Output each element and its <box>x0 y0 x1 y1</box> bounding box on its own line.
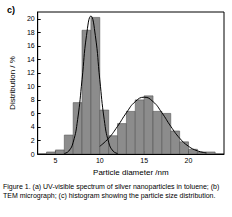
svg-text:4: 4 <box>31 123 35 130</box>
svg-text:16: 16 <box>27 42 35 49</box>
svg-text:Distribution / %: Distribution / % <box>8 56 17 110</box>
svg-text:Particle diameter /nm: Particle diameter /nm <box>93 168 169 177</box>
svg-text:2: 2 <box>31 137 35 144</box>
svg-text:20: 20 <box>27 15 35 22</box>
svg-text:12: 12 <box>27 69 35 76</box>
svg-text:15: 15 <box>140 157 148 164</box>
svg-text:c): c) <box>7 5 15 15</box>
svg-text:5: 5 <box>53 157 57 164</box>
html-text:Figure 1. (a) UV-visible spect: Figure 1. (a) UV-visible spectrum of sil… <box>3 183 220 199</box>
svg-text:6: 6 <box>31 110 35 117</box>
svg-text:14: 14 <box>27 56 35 63</box>
svg-text:10: 10 <box>96 157 104 164</box>
svg-text:18: 18 <box>27 29 35 36</box>
svg-text:8: 8 <box>31 96 35 103</box>
svg-text:20: 20 <box>185 157 193 164</box>
svg-text:10: 10 <box>27 83 35 90</box>
svg-text:0: 0 <box>31 151 35 158</box>
